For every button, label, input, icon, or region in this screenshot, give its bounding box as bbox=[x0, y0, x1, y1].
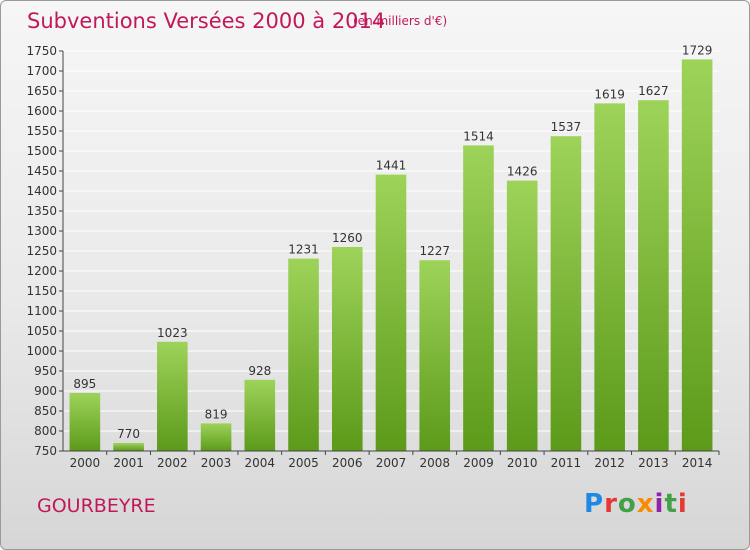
y-tick-label: 1100 bbox=[26, 304, 57, 318]
bar-2008 bbox=[419, 260, 451, 451]
data-label-2004: 928 bbox=[248, 364, 271, 378]
data-labels: 895 770 1023 819 928 1231 1260 1441 1227 1514 1426… bbox=[73, 43, 712, 441]
bar-2013 bbox=[638, 100, 669, 451]
y-tick-label: 1350 bbox=[26, 204, 57, 218]
y-tick-label: 850 bbox=[34, 404, 57, 418]
x-tick-label-2012: 2012 bbox=[594, 456, 625, 470]
data-label-2005: 1231 bbox=[288, 243, 319, 257]
data-label-2011: 1537 bbox=[551, 120, 582, 134]
data-label-2008: 1227 bbox=[419, 244, 450, 258]
y-tick-label: 1050 bbox=[26, 324, 57, 338]
logo-letter: i bbox=[677, 489, 688, 519]
x-axis: 2000 2001 2002 2003 2004 2005 2006 2007 2008 2009… bbox=[63, 450, 720, 470]
bar-2010 bbox=[506, 180, 538, 451]
x-tick-label-2003: 2003 bbox=[201, 456, 232, 470]
x-tick-label-2000: 2000 bbox=[70, 456, 101, 470]
proxiti-logo: Proxiti bbox=[584, 489, 688, 519]
logo-letter: r bbox=[604, 489, 618, 519]
y-tick-label: 1650 bbox=[26, 84, 57, 98]
bar-2000 bbox=[69, 393, 101, 451]
x-tick-label-2004: 2004 bbox=[245, 456, 276, 470]
bar-2011 bbox=[550, 136, 582, 451]
data-label-2007: 1441 bbox=[376, 159, 407, 173]
data-label-2002: 1023 bbox=[157, 326, 188, 340]
x-tick-label-2002: 2002 bbox=[157, 456, 188, 470]
bars bbox=[69, 59, 713, 452]
x-tick-label-2005: 2005 bbox=[288, 456, 319, 470]
bar-2003 bbox=[200, 423, 232, 451]
bar-2005 bbox=[288, 258, 319, 451]
logo-letter: t bbox=[664, 489, 678, 519]
y-tick-label: 900 bbox=[34, 384, 57, 398]
y-tick-label: 1550 bbox=[26, 124, 57, 138]
y-tick-label: 1200 bbox=[26, 264, 57, 278]
data-label-2003: 819 bbox=[205, 407, 228, 421]
bar-2001 bbox=[113, 443, 144, 451]
bar-2009 bbox=[463, 145, 494, 451]
bar-2014 bbox=[681, 59, 713, 452]
y-tick-label: 1700 bbox=[26, 64, 57, 78]
x-tick-label-2001: 2001 bbox=[113, 456, 144, 470]
y-tick-label: 750 bbox=[34, 444, 57, 458]
y-tick-label: 1000 bbox=[26, 344, 57, 358]
y-tick-label: 800 bbox=[34, 424, 57, 438]
y-tick-label: 1750 bbox=[26, 44, 57, 58]
data-label-2000: 895 bbox=[73, 377, 96, 391]
y-axis: 750 800 850 900 950 1000 1050 1100 1150 1200 1250 1… bbox=[26, 44, 64, 458]
logo-letter: i bbox=[654, 489, 665, 519]
bar-2004 bbox=[244, 379, 276, 451]
y-tick-label: 1300 bbox=[26, 224, 57, 238]
x-tick-label-2014: 2014 bbox=[682, 456, 713, 470]
commune-name: GOURBEYRE bbox=[37, 495, 156, 517]
x-tick-label-2006: 2006 bbox=[332, 456, 363, 470]
data-label-2010: 1426 bbox=[507, 165, 538, 179]
bar-2006 bbox=[331, 247, 363, 451]
logo-letter: x bbox=[636, 489, 655, 519]
data-label-2006: 1260 bbox=[332, 231, 363, 245]
logo-letter: P bbox=[584, 489, 605, 519]
data-label-2012: 1619 bbox=[594, 87, 625, 101]
y-tick-label: 1450 bbox=[26, 164, 57, 178]
x-tick-label-2011: 2011 bbox=[551, 456, 582, 470]
chart-subtitle: (en milliers d'€) bbox=[353, 14, 448, 28]
data-label-2013: 1627 bbox=[638, 84, 669, 98]
logo-letter: o bbox=[617, 489, 637, 519]
y-tick-label: 1500 bbox=[26, 144, 57, 158]
chart-title: Subventions Versées 2000 à 2014 bbox=[27, 9, 386, 33]
bar-2002 bbox=[157, 341, 188, 451]
x-tick-label-2007: 2007 bbox=[376, 456, 407, 470]
data-label-2009: 1514 bbox=[463, 129, 494, 143]
y-tick-label: 1150 bbox=[26, 284, 57, 298]
data-label-2001: 770 bbox=[117, 427, 140, 441]
y-tick-label: 950 bbox=[34, 364, 57, 378]
x-tick-label-2009: 2009 bbox=[463, 456, 494, 470]
bar-2012 bbox=[594, 103, 625, 452]
y-tick-label: 1400 bbox=[26, 184, 57, 198]
x-tick-label-2008: 2008 bbox=[419, 456, 450, 470]
y-tick-label: 1600 bbox=[26, 104, 57, 118]
x-tick-label-2013: 2013 bbox=[638, 456, 669, 470]
data-label-2014: 1729 bbox=[682, 43, 713, 57]
bar-2007 bbox=[375, 174, 407, 451]
x-tick-label-2010: 2010 bbox=[507, 456, 538, 470]
y-tick-label: 1250 bbox=[26, 244, 57, 258]
